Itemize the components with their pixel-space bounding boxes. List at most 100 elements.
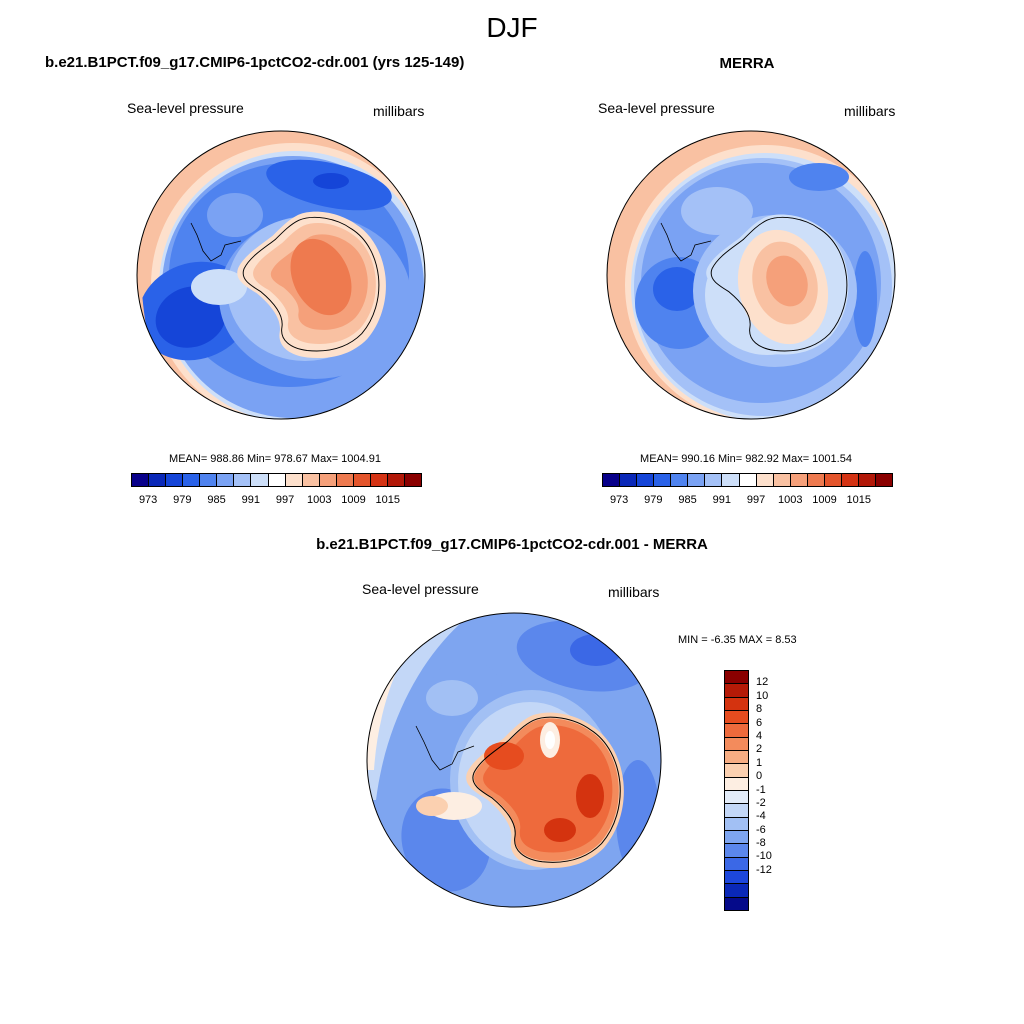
- colorbar-tick-label: -4: [756, 810, 766, 823]
- colorbar-tick-label: 997: [746, 494, 766, 506]
- colorbar-swatch: [824, 474, 842, 486]
- obs-panel-title: MERRA: [719, 55, 775, 72]
- diff-panel-title: b.e21.B1PCT.f09_g17.CMIP6-1pctCO2-cdr.00…: [316, 536, 708, 553]
- colorbar-tick-label: 1003: [778, 494, 803, 506]
- colorbar-swatch: [725, 671, 748, 685]
- colorbar-swatch: [725, 764, 748, 778]
- colorbar-swatch: [319, 474, 337, 486]
- colorbar-swatch: [183, 474, 201, 486]
- obs-units-label: millibars: [844, 103, 896, 119]
- colorbar-tick-label: -10: [756, 850, 772, 863]
- colorbar-swatch: [756, 474, 774, 486]
- colorbar-swatch: [725, 724, 748, 738]
- colorbar-tick-label: 1009: [812, 494, 837, 506]
- colorbar-swatch: [149, 474, 167, 486]
- colorbar-swatch: [217, 474, 235, 486]
- colorbar-tick-label: 6: [756, 716, 763, 729]
- colorbar-swatch: [603, 474, 621, 486]
- colorbar-tick-label: 979: [173, 494, 192, 506]
- colorbar-tick-label: 1003: [307, 494, 332, 506]
- obs-slp-field: [607, 131, 895, 419]
- colorbar-swatch: [876, 474, 893, 486]
- model-panel-title: b.e21.B1PCT.f09_g17.CMIP6-1pctCO2-cdr.00…: [45, 54, 465, 71]
- colorbar-swatch: [841, 474, 859, 486]
- colorbar-tick-label: 12: [756, 676, 769, 689]
- obs-polar-map: [606, 130, 896, 420]
- colorbar-swatch: [725, 844, 748, 858]
- colorbar-swatch: [705, 474, 723, 486]
- colorbar-tick-label: 1: [756, 756, 763, 769]
- diff-units-label: millibars: [608, 584, 660, 600]
- colorbar-tick-label: 2: [756, 743, 763, 756]
- colorbar-swatch: [725, 817, 748, 831]
- colorbar-swatch: [773, 474, 791, 486]
- colorbar-tick-label: 991: [241, 494, 260, 506]
- colorbar-swatch: [722, 474, 740, 486]
- colorbar-tick-label: -2: [756, 796, 766, 809]
- colorbar-swatch: [654, 474, 672, 486]
- colorbar-tick-label: 979: [644, 494, 663, 506]
- colorbar-swatch: [387, 474, 405, 486]
- colorbar-swatch: [370, 474, 388, 486]
- diff-colorbar: [724, 670, 749, 911]
- colorbar-swatch: [807, 474, 825, 486]
- diff-stats: MIN = -6.35 MAX = 8.53: [678, 634, 797, 646]
- model-polar-map: [136, 130, 426, 420]
- colorbar-tick-label: 0: [756, 770, 763, 783]
- colorbar-swatch: [637, 474, 655, 486]
- colorbar-swatch: [725, 857, 748, 871]
- colorbar-tick-label: -8: [756, 837, 766, 850]
- colorbar-swatch: [285, 474, 303, 486]
- colorbar-swatch: [336, 474, 354, 486]
- colorbar-swatch: [725, 830, 748, 845]
- colorbar-swatch: [268, 474, 286, 486]
- model-colorbar-ticks: 973 979 985 991 997 1003 1009 1015: [131, 494, 422, 508]
- obs-colorbar-ticks: 973 979 985 991 997 1003 1009 1015: [602, 494, 893, 508]
- colorbar-tick-label: -12: [756, 863, 772, 876]
- colorbar-swatch: [671, 474, 689, 486]
- colorbar-swatch: [739, 474, 757, 486]
- colorbar-tick-label: 4: [756, 729, 763, 742]
- colorbar-swatch: [725, 750, 748, 765]
- colorbar-swatch: [200, 474, 218, 486]
- colorbar-tick-label: 1009: [341, 494, 366, 506]
- obs-stats: MEAN= 990.16 Min= 982.92 Max= 1001.54: [640, 453, 852, 465]
- colorbar-swatch: [234, 474, 252, 486]
- colorbar-swatch: [725, 870, 748, 885]
- diff-polar-map: [366, 612, 662, 908]
- colorbar-swatch: [725, 697, 748, 711]
- colorbar-tick-label: 1015: [846, 494, 871, 506]
- colorbar-swatch: [302, 474, 320, 486]
- obs-colorbar: [602, 473, 893, 487]
- colorbar-swatch: [725, 884, 748, 898]
- diff-variable-label: Sea-level pressure: [362, 581, 479, 597]
- colorbar-swatch: [790, 474, 808, 486]
- colorbar-tick-label: 1015: [375, 494, 400, 506]
- colorbar-tick-label: 985: [678, 494, 697, 506]
- model-units-label: millibars: [373, 103, 425, 119]
- colorbar-swatch: [353, 474, 371, 486]
- colorbar-swatch: [725, 790, 748, 805]
- colorbar-swatch: [166, 474, 184, 486]
- figure-title: DJF: [486, 12, 538, 43]
- colorbar-tick-label: 985: [207, 494, 226, 506]
- colorbar-swatch: [858, 474, 876, 486]
- colorbar-swatch: [725, 777, 748, 791]
- colorbar-swatch: [251, 474, 269, 486]
- colorbar-tick-label: -1: [756, 783, 766, 796]
- model-slp-field: [137, 131, 425, 419]
- colorbar-swatch: [405, 474, 422, 486]
- colorbar-tick-label: 997: [275, 494, 295, 506]
- colorbar-swatch: [725, 897, 748, 910]
- diff-colorbar-ticks: 12 10 8 6 4 2 1 0 -1 -2 -4 -6 -8 -10 -12: [756, 670, 796, 911]
- colorbar-tick-label: 8: [756, 703, 763, 716]
- model-stats: MEAN= 988.86 Min= 978.67 Max= 1004.91: [169, 453, 381, 465]
- colorbar-swatch: [132, 474, 150, 486]
- model-colorbar: [131, 473, 422, 487]
- colorbar-swatch: [725, 737, 748, 751]
- colorbar-tick-label: 973: [609, 494, 629, 506]
- colorbar-tick-label: -6: [756, 823, 766, 836]
- obs-variable-label: Sea-level pressure: [598, 100, 715, 116]
- colorbar-swatch: [725, 684, 748, 698]
- colorbar-swatch: [725, 804, 748, 818]
